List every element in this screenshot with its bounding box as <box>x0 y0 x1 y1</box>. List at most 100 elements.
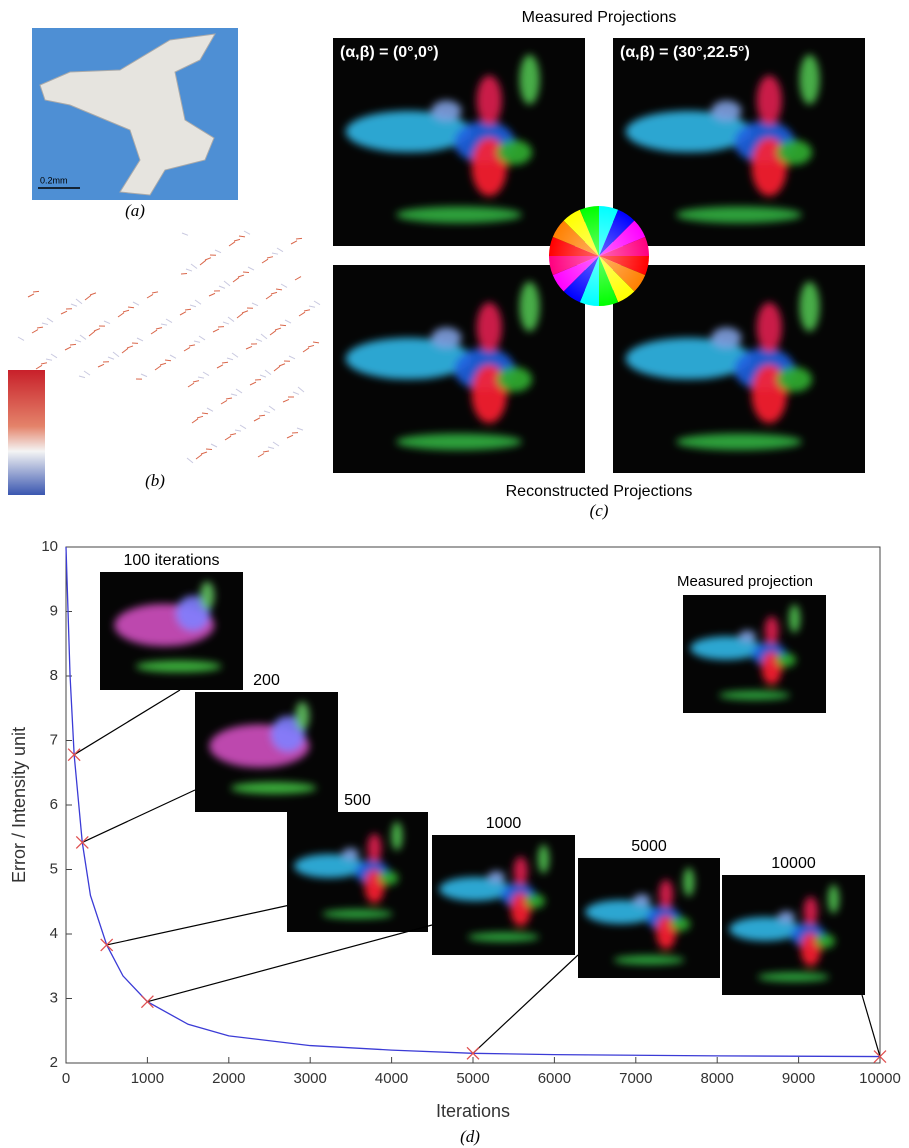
image-blob <box>633 894 651 906</box>
marker <box>466 1046 480 1060</box>
image-blob <box>788 604 801 633</box>
vector <box>229 433 237 436</box>
vector <box>185 268 193 272</box>
image-content <box>625 281 820 451</box>
vector <box>288 355 296 360</box>
y-tick-label: 6 <box>50 796 58 813</box>
y-tick-label: 5 <box>50 860 58 877</box>
vector <box>271 252 279 255</box>
vector <box>280 283 288 288</box>
image-blob <box>439 877 511 901</box>
panel-b: (b) <box>8 230 321 495</box>
marker <box>67 748 81 762</box>
image-blob <box>718 690 791 701</box>
title-bottom: Reconstructed Projections <box>506 483 693 500</box>
vector <box>223 280 231 287</box>
image-content <box>345 54 540 224</box>
vector <box>83 370 91 376</box>
angle-label: (α,β) = (30°,22.5°) <box>620 44 750 61</box>
vector <box>150 329 158 335</box>
vector <box>79 334 87 340</box>
vector <box>60 310 68 315</box>
vector <box>194 299 202 305</box>
image-blob <box>776 366 813 392</box>
image-blob <box>345 337 472 380</box>
vector <box>89 292 97 296</box>
x-tick-label: 6000 <box>538 1070 571 1087</box>
marker <box>140 995 154 1009</box>
vector <box>272 441 280 447</box>
vector <box>200 451 208 455</box>
vector <box>75 298 83 305</box>
image-blob <box>799 54 820 105</box>
vector <box>276 247 284 253</box>
vector <box>27 293 35 298</box>
projection-image <box>432 835 575 955</box>
projection-image <box>195 692 338 812</box>
vector <box>237 274 245 278</box>
vector <box>253 417 261 422</box>
vector <box>296 427 304 431</box>
leader-line <box>861 994 881 1057</box>
vector <box>286 434 294 439</box>
snapshot-label: 5000 <box>631 838 667 855</box>
vector <box>239 424 247 430</box>
vector <box>154 365 162 371</box>
image-content <box>294 821 403 919</box>
image-blob <box>496 366 533 392</box>
image-blob <box>294 854 365 878</box>
vector <box>186 457 194 464</box>
vector <box>245 345 253 350</box>
vector <box>179 311 187 316</box>
vector <box>212 328 220 333</box>
vector <box>74 339 82 343</box>
image-blob <box>537 844 550 874</box>
vector <box>160 323 168 326</box>
image-blob <box>670 916 691 932</box>
vector <box>192 380 200 383</box>
image-content <box>690 604 801 701</box>
caption: (a) <box>125 201 145 220</box>
image-blob <box>175 595 211 631</box>
image-blob <box>676 206 802 224</box>
image-blob <box>775 652 796 667</box>
projection-image <box>333 38 585 246</box>
image-blob <box>777 911 795 923</box>
vector <box>70 303 78 307</box>
vector <box>225 397 233 400</box>
vector <box>88 330 96 337</box>
vector <box>188 344 196 347</box>
image-blob <box>814 933 835 949</box>
panel-d: Iterations Error / Intensity unit (d) Me… <box>9 538 901 1146</box>
y-tick-label: 4 <box>50 925 58 942</box>
vector <box>196 415 204 419</box>
image-blob <box>322 909 393 919</box>
snapshot-label: 1000 <box>486 815 522 832</box>
vector <box>290 240 298 245</box>
vector <box>193 340 201 343</box>
image-blob <box>513 856 528 886</box>
panel-a: 0.2mm (a) <box>32 28 238 220</box>
projection-image <box>683 595 826 713</box>
image-blob <box>711 327 742 349</box>
vector <box>214 249 222 254</box>
vector <box>198 335 206 341</box>
vector <box>273 365 281 372</box>
projection-image <box>333 265 585 473</box>
vector <box>308 305 316 308</box>
y-tick-label: 3 <box>50 989 58 1006</box>
vector <box>227 316 235 322</box>
caption: (b) <box>145 471 165 490</box>
vector <box>202 371 210 377</box>
snapshot-label: 200 <box>253 672 280 689</box>
image-blob <box>230 782 317 794</box>
image-blob <box>391 821 403 851</box>
vector <box>241 310 249 314</box>
x-tick-label: 3000 <box>294 1070 327 1087</box>
image-blob <box>200 581 215 610</box>
vector <box>274 327 282 331</box>
x-tick-label: 9000 <box>782 1070 815 1087</box>
vector <box>45 358 53 361</box>
error-curve <box>65 546 881 1058</box>
vector <box>151 291 159 294</box>
